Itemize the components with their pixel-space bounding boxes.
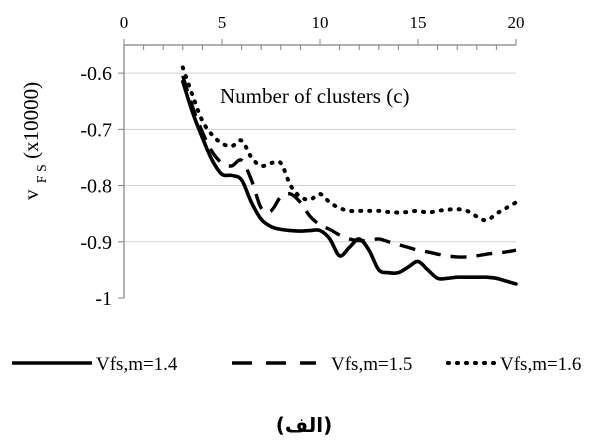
legend-label: Vfs,m=1.5 xyxy=(331,354,412,375)
x-tick-label: 20 xyxy=(508,13,525,32)
y-axis-label-main: v xyxy=(19,189,43,200)
y-tick-label: -0.6 xyxy=(80,63,112,85)
series-line-solid xyxy=(181,79,518,286)
x-tick-label: 5 xyxy=(218,13,227,32)
y-tick-label: -1 xyxy=(95,288,112,310)
legend-label: Vfs,m=1.4 xyxy=(96,354,178,375)
y-tick-label: -0.7 xyxy=(80,119,112,141)
y-tick-label: -0.9 xyxy=(80,232,112,254)
x-tick-label: 10 xyxy=(312,13,329,32)
y-axis-label-sub: F S xyxy=(35,164,50,183)
y-tick-labels: -0.6 -0.7 -0.8 -0.9 -1 xyxy=(80,63,112,310)
series-line-dotted xyxy=(180,65,518,223)
axes xyxy=(118,39,517,299)
x-tick-label: 0 xyxy=(120,13,129,32)
figure-caption: (الف) xyxy=(276,413,332,437)
series-line-dashed xyxy=(181,75,517,259)
x-tick-label: 15 xyxy=(410,13,427,32)
series-lines xyxy=(180,65,518,286)
x-axis-label: Number of clusters (c) xyxy=(220,84,410,108)
y-tick-label: -0.8 xyxy=(80,176,112,198)
x-tick-labels: 0 5 10 15 20 xyxy=(120,13,525,32)
legend-label: Vfs,m=1.6 xyxy=(500,354,581,375)
y-axis-label: v F S (x10000) xyxy=(19,82,50,200)
legend: Vfs,m=1.4 Vfs,m=1.5 Vfs,m=1.6 xyxy=(12,354,581,375)
y-axis-label-unit: (x10000) xyxy=(19,82,43,159)
gridlines xyxy=(124,72,516,243)
